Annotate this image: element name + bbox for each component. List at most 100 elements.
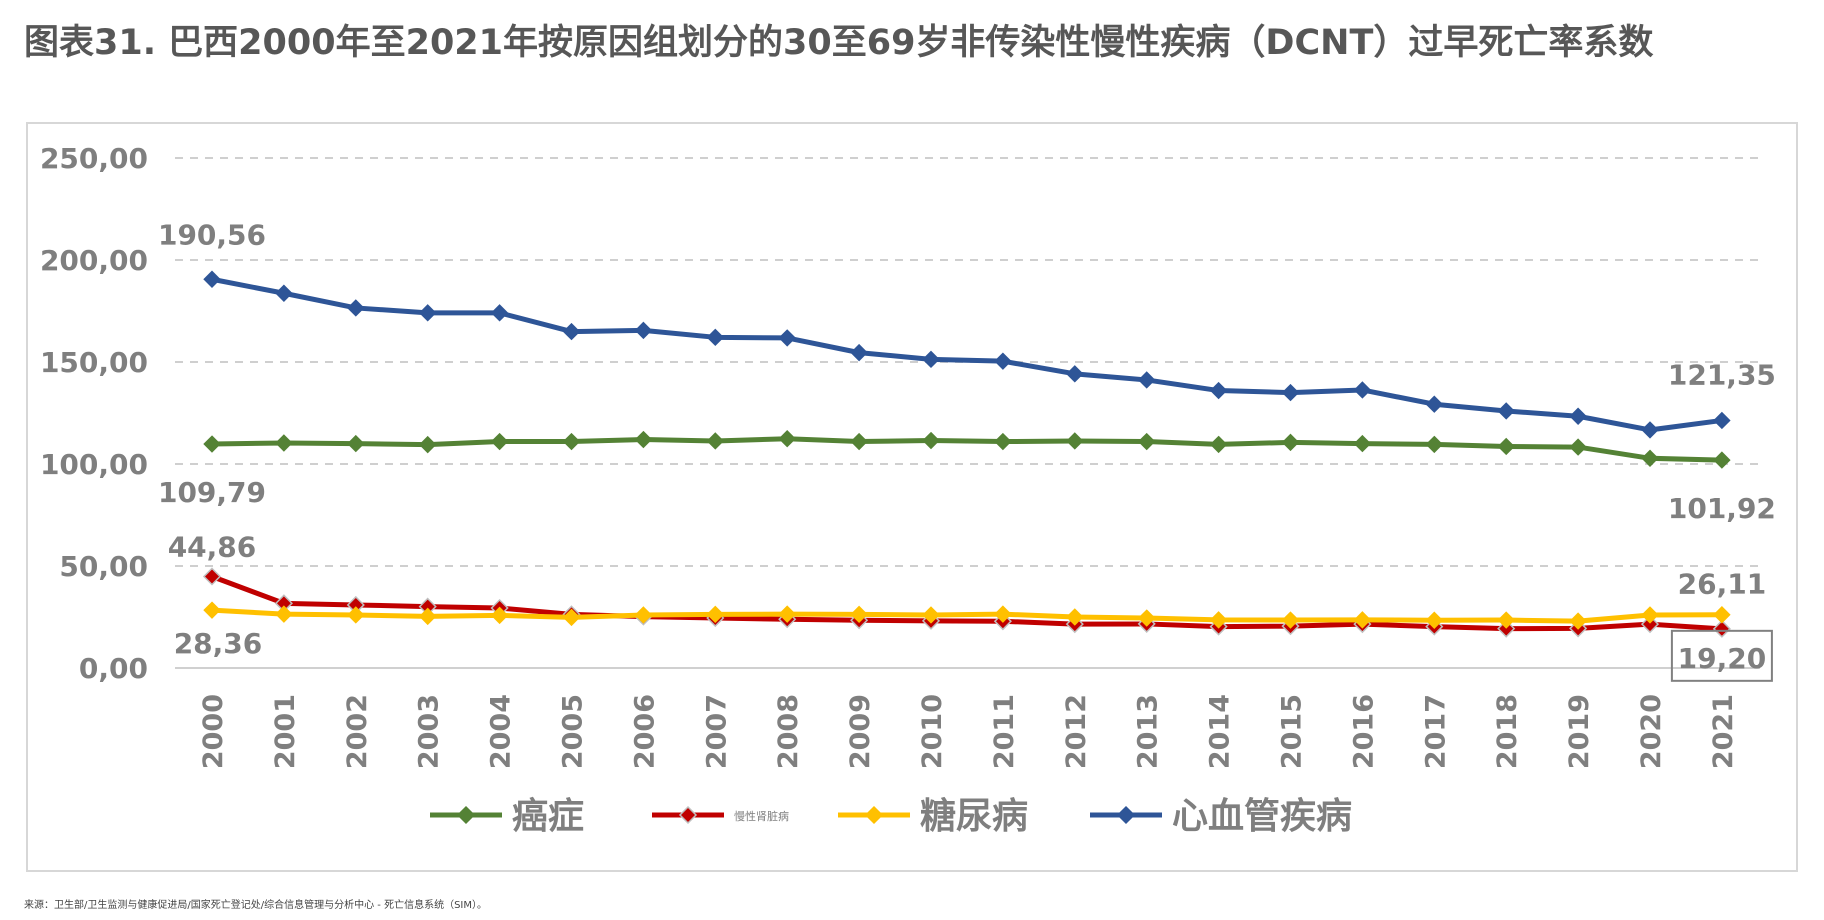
data-point — [490, 432, 509, 451]
data-point — [347, 434, 365, 453]
data-point — [1353, 381, 1372, 399]
data-point — [1425, 395, 1444, 413]
data-point — [1137, 371, 1156, 389]
x-tick-label: 2020 — [1636, 694, 1667, 769]
data-point — [1066, 365, 1084, 383]
data-label: 19,20 — [1678, 642, 1767, 675]
series-line — [211, 574, 1723, 632]
x-tick-label: 2018 — [1492, 694, 1523, 769]
x-tick-label: 2021 — [1708, 694, 1739, 769]
x-tick-label: 2019 — [1564, 694, 1595, 769]
x-tick-label: 2016 — [1348, 694, 1379, 769]
x-tick-label: 2017 — [1420, 694, 1451, 769]
data-point — [1209, 611, 1228, 629]
legend-marker — [456, 805, 476, 825]
series-line — [211, 436, 1722, 463]
data-point — [1569, 407, 1587, 425]
data-label-box — [1670, 629, 1773, 682]
data-point — [1353, 434, 1372, 453]
x-tick-label: 2004 — [486, 694, 517, 769]
legend-marker — [864, 805, 884, 825]
y-tick-label: 100,00 — [40, 448, 148, 481]
data-point — [1713, 606, 1731, 624]
data-point — [1137, 609, 1156, 627]
x-tick-label: 2011 — [989, 694, 1020, 769]
x-tick-label: 2000 — [198, 694, 229, 769]
data-point — [1569, 438, 1587, 456]
legend-label: 慢性肾脏病 — [734, 809, 789, 823]
x-tick-label: 2002 — [342, 694, 373, 769]
data-point — [634, 606, 653, 624]
data-point — [1497, 402, 1515, 420]
data-point — [850, 432, 868, 451]
data-point — [1209, 381, 1228, 400]
data-point — [203, 270, 221, 288]
data-point — [922, 606, 940, 624]
data-point — [203, 601, 221, 619]
data-point — [1209, 435, 1228, 454]
data-point — [1281, 383, 1300, 402]
data-point — [418, 435, 437, 454]
data-point — [418, 607, 437, 626]
data-label: 26,11 — [1678, 568, 1767, 601]
data-point — [1569, 612, 1587, 630]
data-point — [634, 321, 653, 340]
data-point — [1281, 611, 1300, 629]
data-point — [1281, 433, 1300, 452]
data-point — [1640, 615, 1660, 634]
data-point — [922, 350, 940, 369]
y-tick-label: 150,00 — [40, 346, 148, 379]
data-point — [1497, 437, 1515, 456]
data-point — [1641, 421, 1659, 439]
data-point — [778, 429, 796, 448]
data-point — [275, 605, 293, 623]
data-point — [994, 605, 1012, 623]
x-tick-label: 2001 — [270, 694, 301, 769]
data-point — [347, 299, 365, 317]
data-label: 121,35 — [1668, 358, 1776, 391]
x-tick-label: 2005 — [558, 694, 589, 769]
series-line — [211, 276, 1723, 433]
data-point — [706, 432, 725, 450]
series-line — [211, 607, 1722, 624]
data-point — [275, 284, 293, 302]
data-point — [1641, 449, 1659, 467]
legend-label: 心血管疾病 — [1172, 796, 1352, 837]
data-label: 109,79 — [158, 476, 266, 509]
data-point — [202, 567, 222, 586]
legend-marker — [1116, 805, 1136, 825]
data-point — [1425, 435, 1444, 454]
data-point — [1712, 619, 1731, 638]
x-tick-label: 2003 — [414, 694, 445, 769]
data-point — [850, 343, 868, 362]
data-point — [1066, 432, 1084, 450]
data-point — [1713, 451, 1731, 469]
y-tick-label: 50,00 — [59, 550, 148, 583]
x-tick-label: 2006 — [629, 694, 660, 769]
data-point — [418, 304, 437, 322]
data-point — [706, 605, 725, 624]
data-point — [1066, 608, 1084, 626]
x-tick-label: 2014 — [1205, 694, 1236, 769]
x-tick-label: 2009 — [845, 694, 876, 769]
data-point — [850, 605, 868, 624]
y-tick-label: 200,00 — [40, 244, 148, 277]
y-tick-label: 0,00 — [79, 652, 148, 685]
data-point — [490, 606, 509, 625]
data-label: 44,86 — [168, 530, 257, 563]
data-point — [1713, 411, 1731, 430]
data-label: 190,56 — [158, 218, 266, 251]
data-point — [562, 432, 581, 451]
data-label: 28,36 — [174, 627, 263, 660]
chart-title: 图表31. 巴西2000年至2021年按原因组划分的30至69岁非传染性慢性疾病… — [24, 23, 1654, 63]
data-point — [1425, 611, 1444, 629]
data-point — [1497, 611, 1515, 629]
data-point — [994, 432, 1012, 451]
data-point — [994, 352, 1012, 370]
y-tick-label: 250,00 — [40, 142, 148, 175]
legend-label: 癌症 — [512, 796, 584, 837]
x-tick-label: 2013 — [1133, 694, 1164, 769]
chart-area — [26, 122, 1798, 872]
legend-marker — [678, 805, 698, 825]
data-point — [634, 430, 653, 449]
